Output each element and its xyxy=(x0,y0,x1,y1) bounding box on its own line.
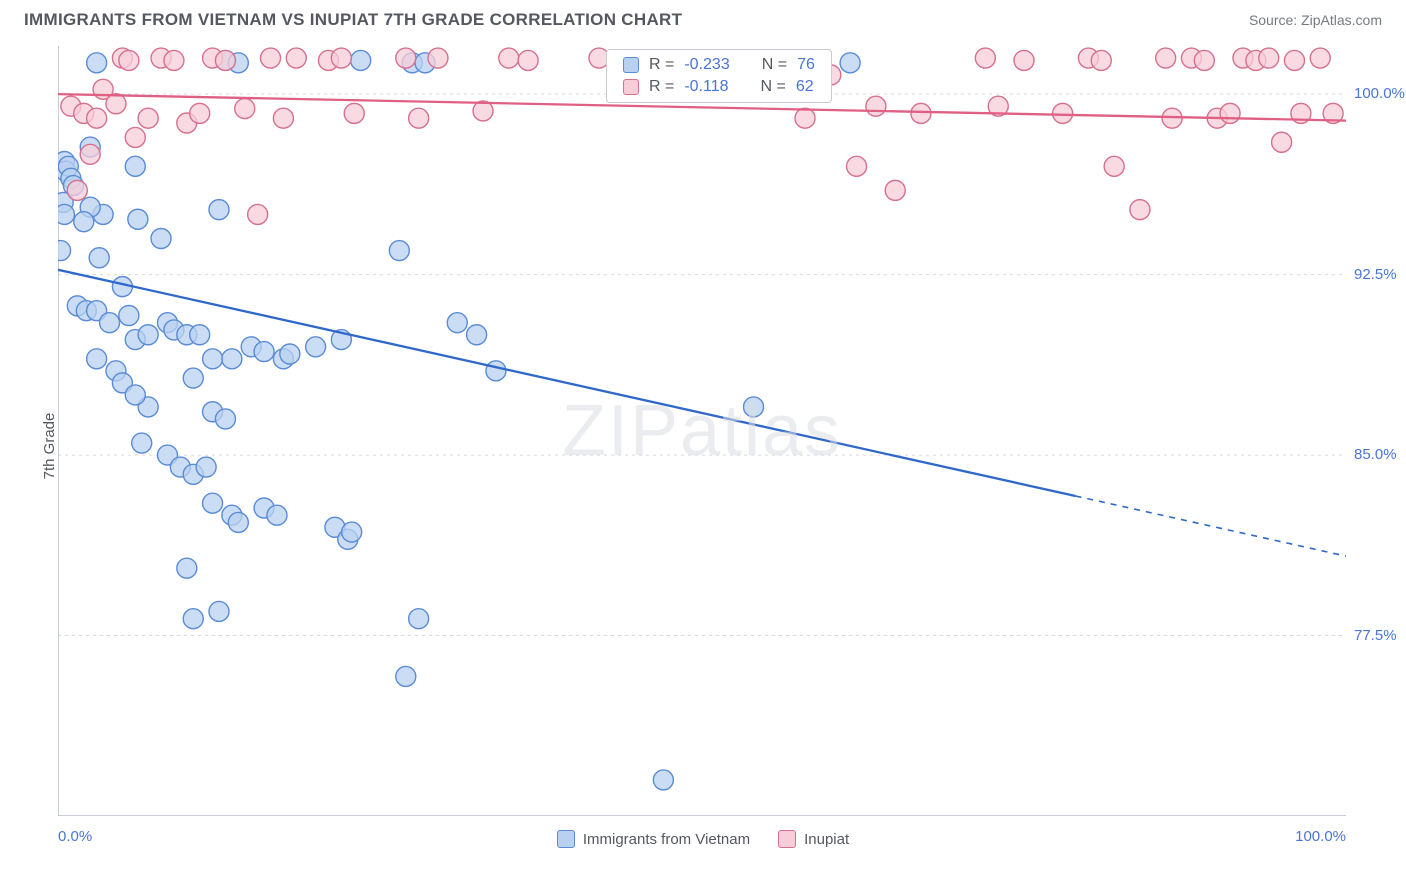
stat-value: 76 xyxy=(797,56,815,74)
source-label: Source: ZipAtlas.com xyxy=(1249,12,1382,28)
legend-stat-row: R = -0.233 N = 76 xyxy=(623,56,815,74)
stat-label: N = xyxy=(762,56,787,74)
y-axis-label: 7th Grade xyxy=(41,413,58,480)
chart-area: ZIPatlas R =-0.233N =76R =-0.118N =62 xyxy=(58,46,1346,816)
y-tick-label: 100.0% xyxy=(1354,85,1405,102)
stat-value: -0.233 xyxy=(684,56,729,74)
correlation-legend: R = -0.233 N = 76 R = -0.118 N = 62 xyxy=(606,49,832,103)
chart-title: IMMIGRANTS FROM VIETNAM VS INUPIAT 7TH G… xyxy=(24,10,682,30)
y-tick-label: 92.5% xyxy=(1354,266,1397,283)
stat-value: 62 xyxy=(796,78,814,96)
y-tick-label: 85.0% xyxy=(1354,446,1397,463)
legend-stat-row: R = -0.118 N = 62 xyxy=(623,78,815,96)
legend-item-vietnam: Immigrants from Vietnam xyxy=(557,830,750,848)
legend-swatch-inupiat xyxy=(778,830,796,848)
stat-label: R = xyxy=(649,56,674,74)
legend-label-vietnam: Immigrants from Vietnam xyxy=(583,831,750,848)
series-legend: Immigrants from Vietnam Inupiat xyxy=(0,830,1406,848)
legend-label-inupiat: Inupiat xyxy=(804,831,849,848)
y-tick-label: 77.5% xyxy=(1354,627,1397,644)
scatter-plot xyxy=(58,46,1346,816)
legend-swatch-vietnam xyxy=(557,830,575,848)
stat-label: R = xyxy=(649,78,674,96)
stat-value: -0.118 xyxy=(684,78,728,96)
legend-swatch xyxy=(623,57,639,73)
legend-item-inupiat: Inupiat xyxy=(778,830,849,848)
stat-label: N = xyxy=(761,78,786,96)
legend-swatch xyxy=(623,79,639,95)
